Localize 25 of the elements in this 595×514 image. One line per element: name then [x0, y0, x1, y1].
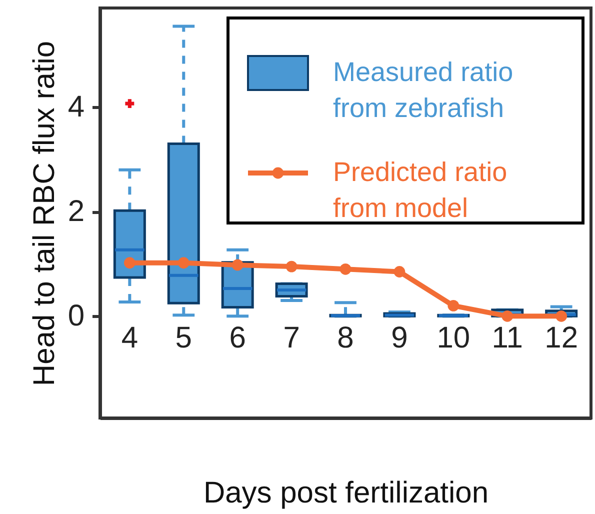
y-axis-title: Head to tail RBC flux ratio — [28, 40, 61, 386]
x-tick-label: 5 — [175, 322, 192, 354]
x-tick-label: 10 — [436, 322, 470, 354]
point — [340, 263, 352, 275]
x-tick-label: 6 — [229, 322, 246, 354]
point — [556, 310, 568, 322]
x-tick-label: 12 — [544, 322, 578, 354]
point — [502, 310, 514, 322]
point — [448, 300, 460, 312]
y-tick-label: 4 — [68, 90, 84, 124]
x-axis-title: Days post fertilization — [203, 476, 489, 510]
point — [394, 266, 406, 278]
x-tick-label: 11 — [492, 322, 523, 354]
point — [178, 257, 190, 269]
y-tick-label: 0 — [68, 300, 84, 333]
x-tick-label: 4 — [121, 322, 138, 354]
legend-label: Measured ratio from zebrafish — [333, 57, 514, 123]
x-tick-label: 7 — [283, 322, 300, 354]
x-tick-label: 8 — [337, 322, 354, 354]
point — [286, 260, 298, 272]
point — [232, 259, 244, 271]
y-tick-label: 2 — [68, 195, 84, 228]
x-tick-label: 9 — [391, 322, 408, 354]
point — [124, 257, 136, 269]
legend-label: Predicted ratio from model — [333, 157, 508, 223]
